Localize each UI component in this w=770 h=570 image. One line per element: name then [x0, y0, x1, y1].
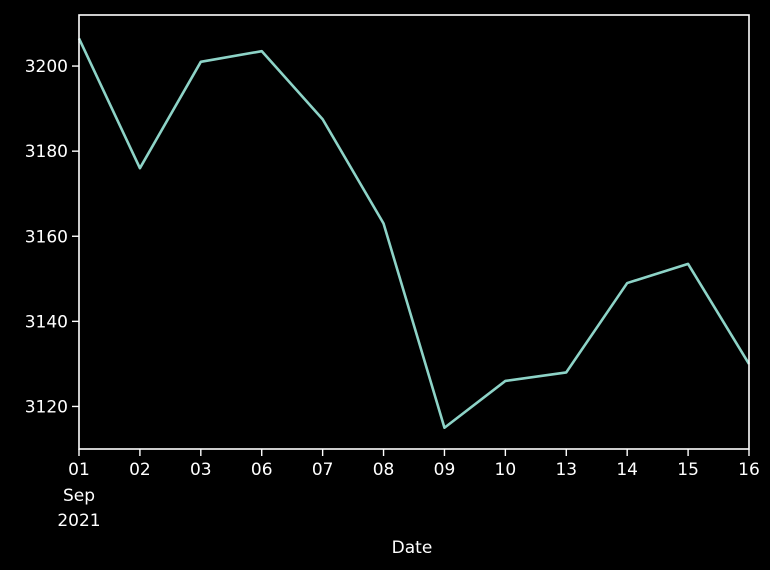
plot-frame: [78, 14, 750, 450]
x-tick-label: 16: [738, 460, 760, 480]
series-line: [77, 37, 751, 430]
y-tick-label: 3200: [25, 57, 68, 77]
x-tick-label: 03: [190, 460, 212, 480]
y-tick-label: 3160: [25, 227, 68, 247]
y-tick-label: 3140: [25, 312, 68, 332]
x-tick-label: 07: [312, 460, 334, 480]
x-tick-label: 14: [616, 460, 638, 480]
x-tick-label: 09: [434, 460, 456, 480]
x-tick-sublabel-year: 2021: [57, 511, 100, 531]
x-tick-label: 01: [68, 460, 90, 480]
x-tick-label: 10: [495, 460, 517, 480]
y-tick-label: 3120: [25, 397, 68, 417]
y-axis-ticks: 3120 3140 3160 3180 3200: [25, 57, 79, 417]
x-tick-label: 02: [129, 460, 151, 480]
y-tick-label: 3180: [25, 142, 68, 162]
x-axis-label: Date: [392, 538, 433, 558]
x-tick-label: 13: [555, 460, 577, 480]
x-axis-ticks: 01 02 03 06 07 08 09 10 13 14 15 16: [68, 449, 760, 480]
x-tick-sublabel-month: Sep: [63, 486, 95, 506]
x-tick-label: 15: [677, 460, 699, 480]
x-tick-label: 08: [373, 460, 395, 480]
x-tick-label: 06: [251, 460, 273, 480]
